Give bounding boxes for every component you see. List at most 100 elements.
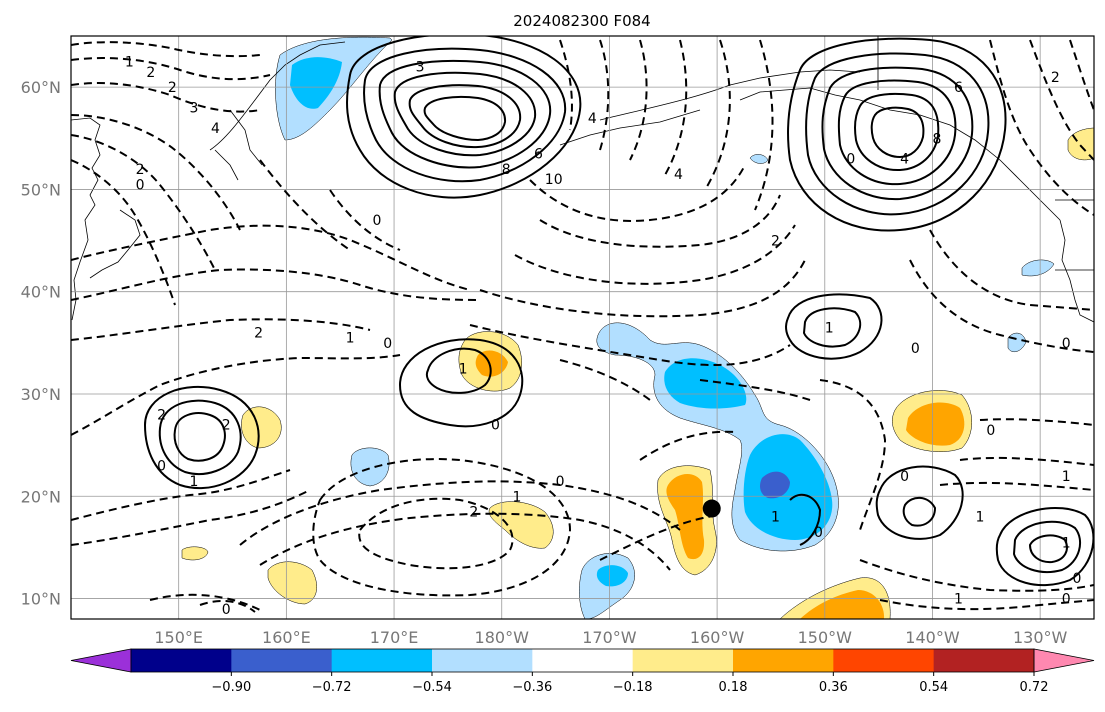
negative-contour: [259, 512, 671, 571]
colorbar-label: 0.36: [819, 680, 848, 695]
positive-contour: [393, 71, 537, 157]
contour-label: 8: [502, 162, 511, 178]
contour-label: 2: [168, 80, 177, 96]
negative-contour: [1029, 39, 1094, 161]
contour-label: 1: [954, 592, 963, 608]
positive-contour: [363, 47, 567, 183]
latitude-tick-labels: 10°N 20°N 30°N 40°N 50°N 60°N: [21, 78, 61, 608]
lon-tick-label: 160°E: [262, 628, 311, 647]
negative-contour: [239, 480, 681, 546]
height-contours: [71, 36, 1094, 613]
colorbar-extend-low: [70, 648, 132, 673]
colorbar: [70, 648, 1095, 673]
positive-contour: [173, 412, 226, 462]
negative-anomaly-area: [760, 471, 790, 499]
negative-contour: [599, 39, 610, 151]
lat-tick-label: 40°N: [21, 283, 61, 302]
positive-contour: [1012, 520, 1082, 573]
positive-contour: [408, 84, 522, 149]
contour-label: 2: [469, 505, 478, 521]
negative-contour: [879, 599, 1094, 611]
longitude-tick-labels: 150°E 160°E 170°E 180°W 170°W 160°W 150°W 140°W…: [154, 628, 1067, 647]
negative-contour: [819, 379, 887, 531]
colorbar-label: 0.18: [719, 680, 748, 695]
negative-contour: [259, 159, 351, 251]
lon-tick-label: 140°W: [905, 628, 960, 647]
positive-contour: [902, 496, 937, 527]
contour-label: 2: [254, 326, 263, 342]
positive-contour: [398, 338, 524, 428]
negative-anomaly-area: [1021, 259, 1055, 277]
north-america-coastline: [1059, 219, 1094, 323]
negative-contour: [71, 159, 176, 306]
colorbar-segment: [131, 649, 232, 672]
contour-label: 3: [416, 60, 425, 76]
contour-label: 0: [911, 341, 920, 357]
contour-label: 2: [146, 65, 155, 81]
contour-label: 0: [136, 177, 145, 193]
positive-anomaly-area: [267, 561, 317, 605]
negative-contour: [71, 354, 401, 436]
contour-label: 0: [814, 525, 823, 541]
colorbar-segment: [733, 649, 834, 672]
contour-label: 0: [556, 474, 565, 490]
colorbar-segment: [933, 649, 1035, 672]
lat-tick-label: 10°N: [21, 590, 61, 609]
negative-contour: [479, 259, 806, 318]
contour-label: 2: [157, 407, 166, 423]
contour-label: 1: [125, 55, 134, 71]
contour-label: 1: [513, 489, 522, 505]
colorbar-label: 0.54: [919, 680, 948, 695]
negative-contour: [754, 39, 774, 211]
colorbar-label: −0.36: [512, 680, 552, 695]
positive-contour: [789, 493, 822, 546]
contour-label: 4: [211, 121, 220, 137]
asia-coastline: [71, 117, 101, 321]
positive-contour: [158, 399, 242, 475]
negative-contour: [71, 114, 241, 231]
negative-contour: [71, 224, 471, 291]
negative-contour: [859, 559, 1094, 592]
contour-label: 1: [459, 361, 468, 377]
negative-contour: [71, 489, 311, 546]
contour-label: 2: [1094, 142, 1103, 158]
contour-label: 0: [1062, 592, 1071, 608]
colorbar-segment: [632, 649, 734, 672]
colorbar-label: −0.90: [211, 680, 251, 695]
lat-tick-label: 30°N: [21, 385, 61, 404]
negative-anomaly-area: [290, 57, 342, 109]
positive-contour: [802, 307, 862, 348]
negative-contour: [358, 497, 514, 570]
positive-anomaly-area: [906, 402, 965, 446]
contour-label: 2: [771, 234, 780, 250]
contour-label: 2: [136, 162, 145, 178]
positive-contour: [784, 293, 883, 360]
negative-contour: [149, 593, 261, 611]
negative-contour: [929, 229, 1094, 311]
location-marker: [702, 499, 721, 518]
colorbar-segment: [532, 649, 634, 672]
map-frame: [70, 35, 1095, 620]
negative-contour: [1069, 39, 1094, 111]
kamchatka-coastline: [209, 41, 346, 181]
negative-contour: [71, 318, 371, 341]
contour-label: 0: [846, 152, 855, 168]
contour-label: 1: [1062, 535, 1071, 551]
negative-anomaly-area: [749, 154, 769, 164]
contour-label: 0: [900, 469, 909, 485]
negative-contour: [559, 359, 651, 401]
contour-label: 2: [222, 418, 231, 434]
contour-label: 2: [1051, 70, 1060, 86]
contour-label: 1: [346, 331, 355, 347]
contour-label: 6: [534, 147, 543, 163]
contour-label: 0: [383, 336, 392, 352]
colorbar-label: −0.18: [613, 680, 653, 695]
lon-tick-label: 150°E: [154, 628, 203, 647]
positive-contour: [805, 52, 990, 216]
negative-contour: [629, 39, 648, 161]
contour-label: 3: [189, 101, 198, 117]
positive-anomaly-area: [181, 546, 209, 561]
lat-tick-label: 50°N: [21, 180, 61, 199]
lon-tick-label: 130°W: [1013, 628, 1068, 647]
